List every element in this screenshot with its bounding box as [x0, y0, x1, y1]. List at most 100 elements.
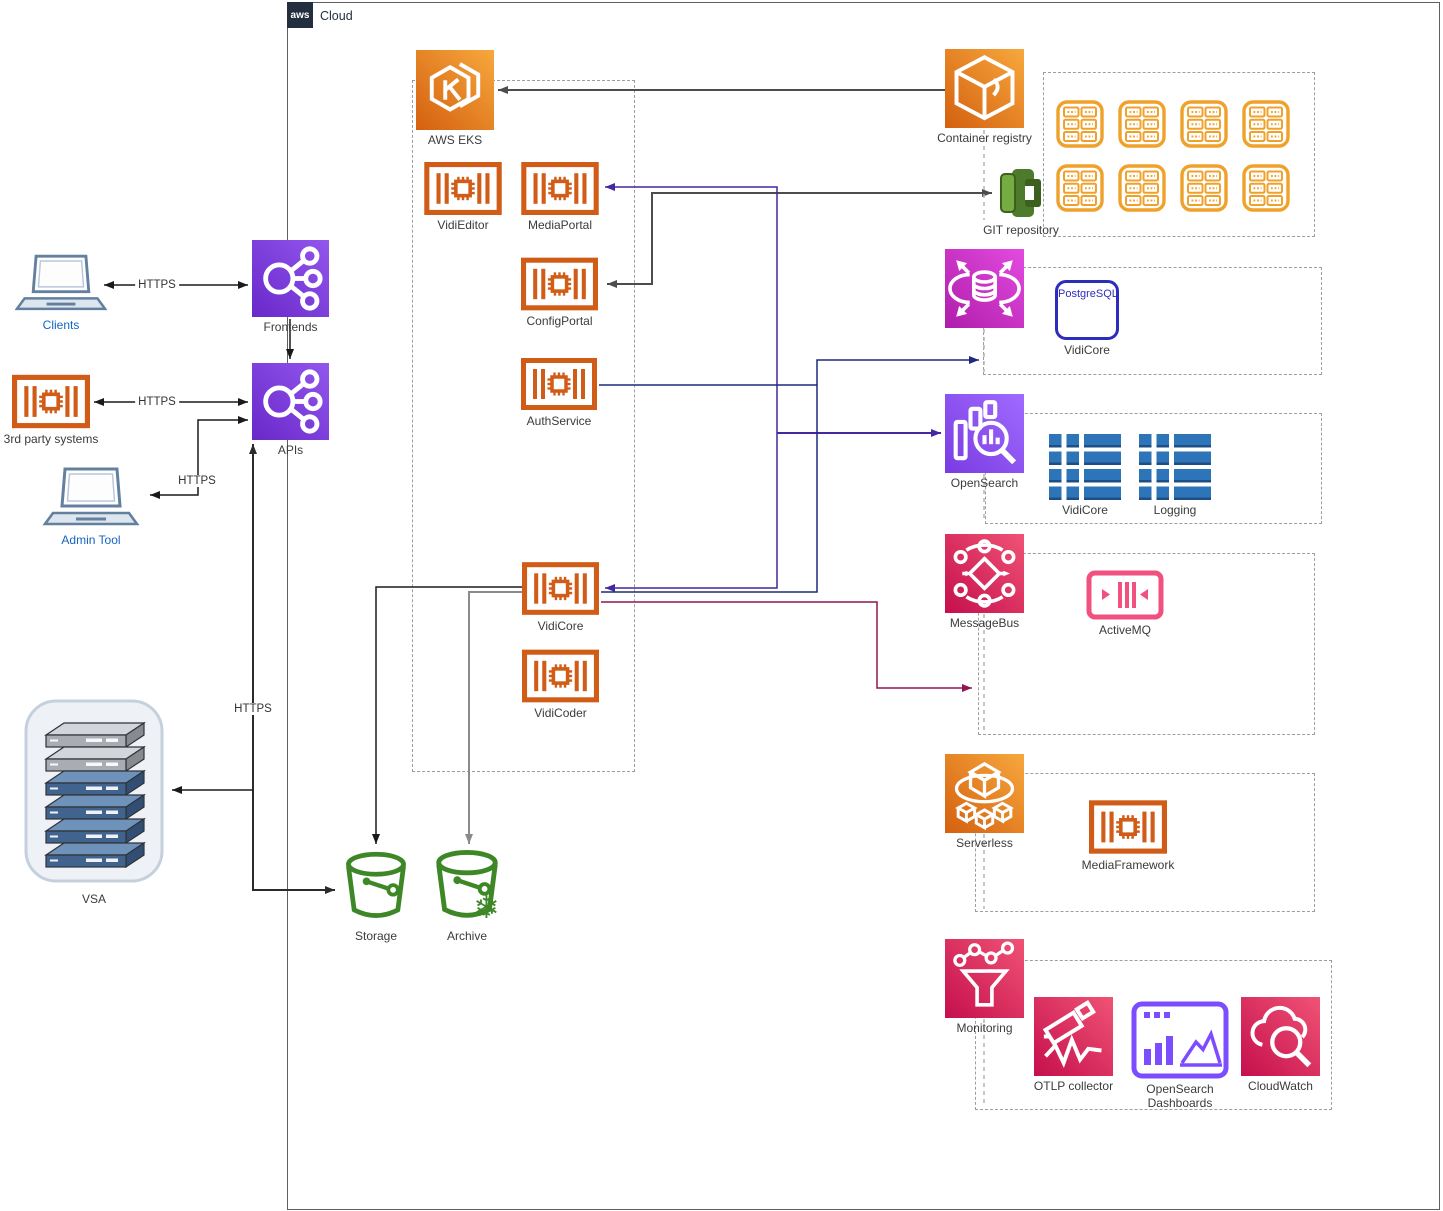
third-party-systems-label: 3rd party systems [3, 432, 99, 446]
frontends-node[interactable]: Frontends [252, 240, 329, 334]
registry-image-3-node[interactable] [1180, 100, 1228, 148]
apis-node[interactable]: APIs [252, 363, 329, 457]
third-party-systems-node[interactable]: 3rd party systems [4, 374, 98, 446]
chip-icon [424, 162, 502, 215]
cloud-label: Cloud [320, 9, 353, 23]
vidicore-service-node[interactable]: VidiCore [522, 561, 599, 633]
tableblue-icon [1049, 434, 1121, 500]
admin-tool-node[interactable]: Admin Tool [42, 466, 140, 547]
mediaportal-node[interactable]: MediaPortal [521, 162, 599, 232]
waffle-icon [1056, 100, 1104, 148]
container-registry-node[interactable]: Container registry [937, 49, 1032, 145]
share-icon [252, 240, 329, 317]
registry-image-5-node[interactable] [1056, 164, 1104, 212]
configportal-node[interactable]: ConfigPortal [521, 257, 598, 328]
https-admintool-label: HTTPS [175, 475, 219, 487]
monitoring-icon [945, 939, 1024, 1018]
activemq-node[interactable]: ActiveMQ [1086, 570, 1164, 637]
chip-icon [522, 649, 599, 703]
registry-image-8-node[interactable] [1242, 164, 1290, 212]
waffle-icon [1242, 164, 1290, 212]
aws-eks-label: AWS EKS [427, 133, 483, 147]
cloudwatch-node[interactable]: CloudWatch [1241, 997, 1320, 1093]
container-registry-label: Container registry [937, 131, 1032, 145]
vidieditor-node[interactable]: VidiEditor [424, 162, 502, 232]
chip-icon [1089, 799, 1167, 855]
opensearch-label: OpenSearch [950, 476, 1019, 490]
serverless-box-group [975, 773, 1315, 912]
opensearch-node[interactable]: OpenSearch [945, 394, 1024, 490]
opensearch-icon [945, 394, 1024, 473]
chip-icon [521, 162, 599, 215]
serverless-node[interactable]: Serverless [945, 754, 1024, 850]
waffle-icon [1180, 164, 1228, 212]
admin-tool-label: Admin Tool [61, 533, 121, 547]
share-icon [252, 363, 329, 440]
chip-icon [521, 357, 597, 411]
bucketsnow-icon [430, 848, 504, 926]
clients-node[interactable]: Clients [15, 253, 107, 332]
aws-logo: aws [287, 2, 313, 28]
mediaportal-label: MediaPortal [527, 218, 593, 232]
chip-icon [522, 561, 599, 616]
messagebus-node[interactable]: MessageBus [945, 534, 1024, 630]
serverless-icon [945, 754, 1024, 833]
registry-box-group [1043, 72, 1315, 237]
messagebus-label: MessageBus [949, 616, 1020, 630]
registry-image-2-node[interactable] [1118, 100, 1166, 148]
otlp-icon [1034, 997, 1113, 1076]
vsa-icon [20, 693, 168, 889]
registry-icon [945, 49, 1024, 128]
waffle-icon [1056, 164, 1104, 212]
activemq-label: ActiveMQ [1098, 623, 1152, 637]
configportal-label: ConfigPortal [526, 314, 593, 328]
archive-label: Archive [446, 929, 488, 943]
clients-label: Clients [42, 318, 80, 332]
cloudwatch-label: CloudWatch [1248, 1079, 1313, 1093]
osd-icon [1131, 1001, 1229, 1079]
aws-eks-node[interactable]: AWS EKS [416, 50, 494, 147]
waffle-icon [1118, 100, 1166, 148]
vsa-node[interactable]: VSA [20, 693, 168, 906]
chip-icon [12, 374, 90, 429]
git-repository-node[interactable]: GIT repository [983, 166, 1059, 237]
archive-node[interactable]: Archive [430, 848, 504, 943]
storage-node[interactable]: Storage [340, 850, 412, 943]
vsa-label: VSA [81, 892, 107, 906]
registry-image-1-node[interactable] [1056, 100, 1104, 148]
serverless-label: Serverless [956, 836, 1013, 850]
messagebus-icon [945, 534, 1024, 613]
monitoring-node[interactable]: Monitoring [945, 939, 1024, 1035]
apis-label: APIs [277, 443, 304, 457]
cloudwatch-icon [1241, 997, 1320, 1076]
monitoring-box-group [975, 960, 1332, 1110]
registry-image-4-node[interactable] [1242, 100, 1290, 148]
waffle-icon [1180, 100, 1228, 148]
logging-index-label: Logging [1153, 503, 1197, 517]
authservice-node[interactable]: AuthService [521, 357, 597, 428]
laptop-icon [15, 253, 107, 315]
tableblue-icon [1139, 434, 1211, 500]
vidicoder-label: VidiCoder [534, 706, 587, 720]
postgresql-icon: PostgreSQL [1055, 280, 1119, 340]
vidicore-index-node[interactable]: VidiCore [1049, 434, 1121, 517]
vidicoder-node[interactable]: VidiCoder [522, 649, 599, 720]
authservice-label: AuthService [526, 414, 592, 428]
postgres-box-group [983, 267, 1322, 375]
waffle-icon [1118, 164, 1166, 212]
postgresql-node[interactable]: PostgreSQL VidiCore [1055, 280, 1119, 357]
registry-image-7-node[interactable] [1180, 164, 1228, 212]
rds-icon [945, 249, 1024, 328]
https-vsa-label: HTTPS [231, 703, 275, 715]
otlp-collector-label: OTLP collector [1033, 1079, 1114, 1093]
chip-icon [521, 257, 598, 311]
rds-database-node[interactable] [945, 249, 1024, 328]
opensearch-dashboards-node[interactable]: OpenSearch Dashboards [1131, 1001, 1229, 1110]
registry-image-6-node[interactable] [1118, 164, 1166, 212]
otlp-collector-node[interactable]: OTLP collector [1034, 997, 1113, 1093]
logging-index-node[interactable]: Logging [1139, 434, 1211, 517]
mediaframework-node[interactable]: MediaFramework [1082, 799, 1174, 872]
postgresql-label: VidiCore [1064, 343, 1110, 357]
mq-box-group [978, 553, 1315, 735]
